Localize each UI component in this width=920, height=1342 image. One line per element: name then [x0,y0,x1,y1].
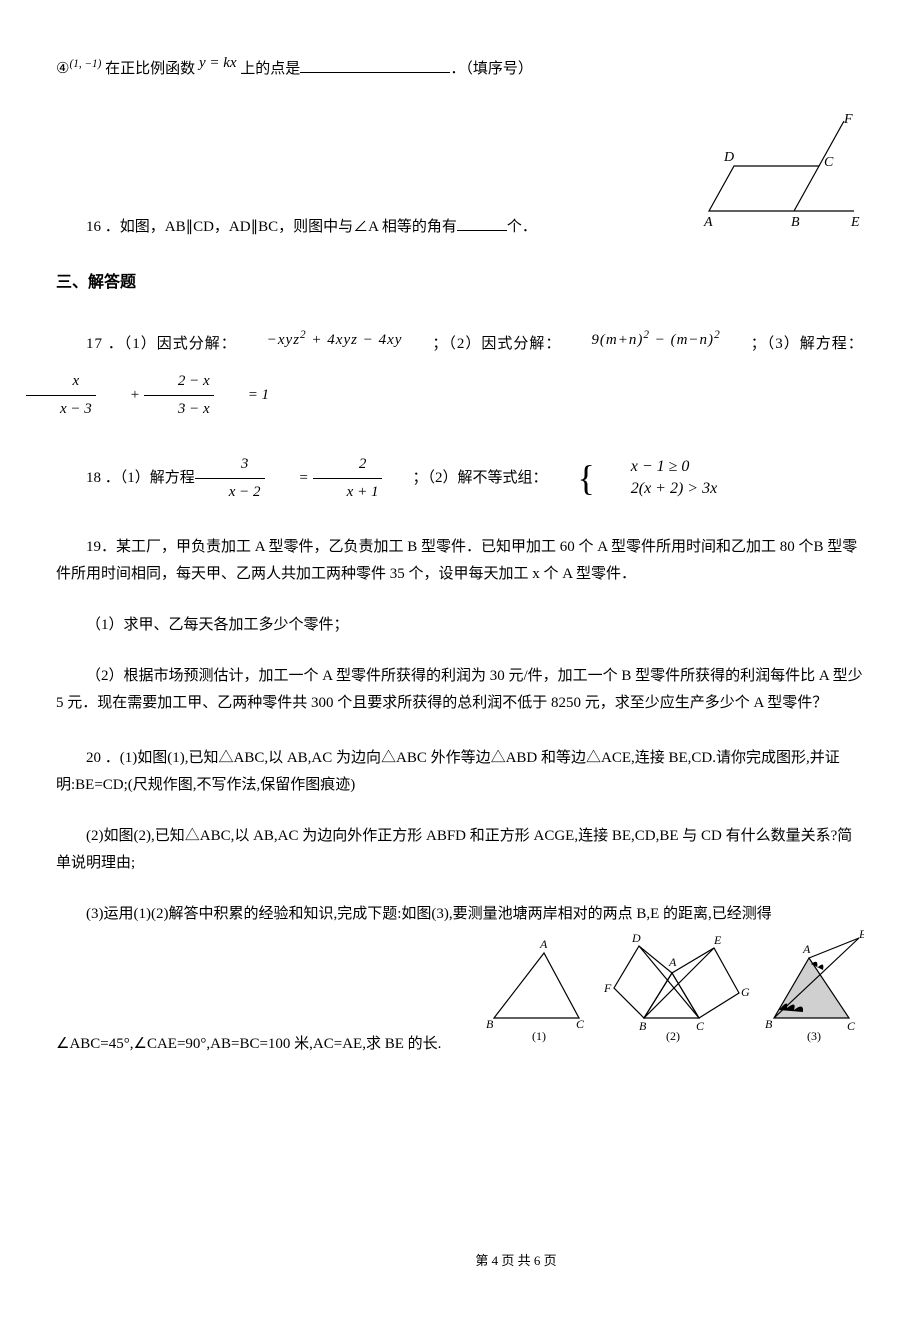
blank-fill [300,58,450,73]
svg-text:B: B [639,1019,647,1033]
q18-sep: ；（2）解不等式组： [382,465,547,492]
svg-text:A: A [703,215,713,230]
svg-text:C: C [847,1019,856,1033]
svg-text:(3): (3) [807,1029,821,1043]
text-frag: 上的点是 [240,61,300,77]
q17-sep3: ；（3）解方程： [721,326,864,362]
svg-text:C: C [824,155,834,170]
svg-text:B: B [486,1017,494,1031]
proportional-eq: y = kx [199,55,237,71]
blank-fill [457,216,507,231]
page-footer: 第 4 页 共 6 页 [56,1249,920,1272]
svg-text:E: E [850,215,860,230]
q16-text2: 个． [507,219,537,235]
svg-text:F: F [843,112,853,127]
point-coord: (1, −1) [69,58,101,70]
svg-text:B: B [765,1017,773,1031]
q20-p2: (2)如图(2),已知△ABC,以 AB,AC 为边向外作正方形 ABFD 和正… [56,823,864,877]
svg-text:A: A [539,937,548,951]
svg-text:D: D [631,931,641,945]
svg-text:(2): (2) [666,1029,680,1043]
svg-text:B: B [791,215,800,230]
svg-text:E: E [858,928,864,941]
q19-p3: （2）根据市场预测估计，加工一个 A 型零件所获得的利润为 30 元/件，加工一… [56,663,864,717]
q17-expr2: 9(m+n)2 − (m−n)2 [561,322,720,358]
q20-p1: 20 ．(1)如图(1),已知△ABC,以 AB,AC 为边向△ABC 外作等边… [56,745,864,799]
q17-sep2: ；（2）因式分解： [402,326,561,362]
q20-p3a: (3)运用(1)(2)解答中积累的经验和知识,完成下题:如图(3),要测量池塘两… [56,901,864,928]
q17-expr1: −xyz2 + 4xyz − 4xy [237,322,403,358]
section-3-title: 三、解答题 [56,269,864,298]
svg-text:A: A [668,955,677,969]
svg-text:D: D [723,150,734,165]
problem-15-line: ④(1, −1) 在正比例函数 y = kx 上的点是 ．（填序号） [56,54,864,83]
q18-lead: 18 ．（1）解方程 [56,465,195,492]
q17-lead: 17 ．（1）因式分解： [56,326,237,362]
text-frag: ．（填序号） [450,61,533,77]
q19-p1: 19．某工厂，甲负责加工 A 型零件，乙负责加工 B 型零件．已知甲加工 60 … [56,534,864,588]
q17-equation: xx − 3 + 2 − x3 − x = 1 [26,368,864,423]
circled-4: ④ [56,61,69,77]
svg-text:G: G [741,985,750,999]
svg-text:(1): (1) [532,1029,546,1043]
svg-text:C: C [576,1017,585,1031]
svg-text:A: A [802,942,811,956]
q20-p3b: ∠ABC=45°,∠CAE=90°,AB=BC=100 米,AC=AE,求 BE… [56,1031,476,1058]
q16-text: 16 ．如图，AB∥CD，AD∥BC，则图中与∠A 相等的角有 [86,219,457,235]
svg-text:C: C [696,1019,705,1033]
problem-18: 18 ．（1）解方程 3x − 2 = 2x + 1 ；（2）解不等式组： { … [56,451,864,506]
problem-20: 20 ．(1)如图(1),已知△ABC,以 AB,AC 为边向△ABC 外作等边… [56,745,864,1058]
q19-p2: （1）求甲、乙每天各加工多少个零件； [56,612,864,639]
problem-19: 19．某工厂，甲负责加工 A 型零件，乙负责加工 B 型零件．已知甲加工 60 … [56,534,864,717]
parallelogram-figure: A B C D E F [694,111,864,241]
problem-17: 17 ．（1）因式分解： −xyz2 + 4xyz − 4xy ；（2）因式分解… [56,326,864,423]
inequality-system: { x − 1 ≥ 0 2(x + 2) > 3x [547,456,717,501]
text-frag: 在正比例函数 [105,61,199,77]
triangle-figures: A B C (1) A B C D F [484,928,864,1058]
problem-16: 16 ．如图，AB∥CD，AD∥BC，则图中与∠A 相等的角有 个． A B C … [56,111,864,241]
svg-text:E: E [713,933,722,947]
svg-text:F: F [603,981,612,995]
